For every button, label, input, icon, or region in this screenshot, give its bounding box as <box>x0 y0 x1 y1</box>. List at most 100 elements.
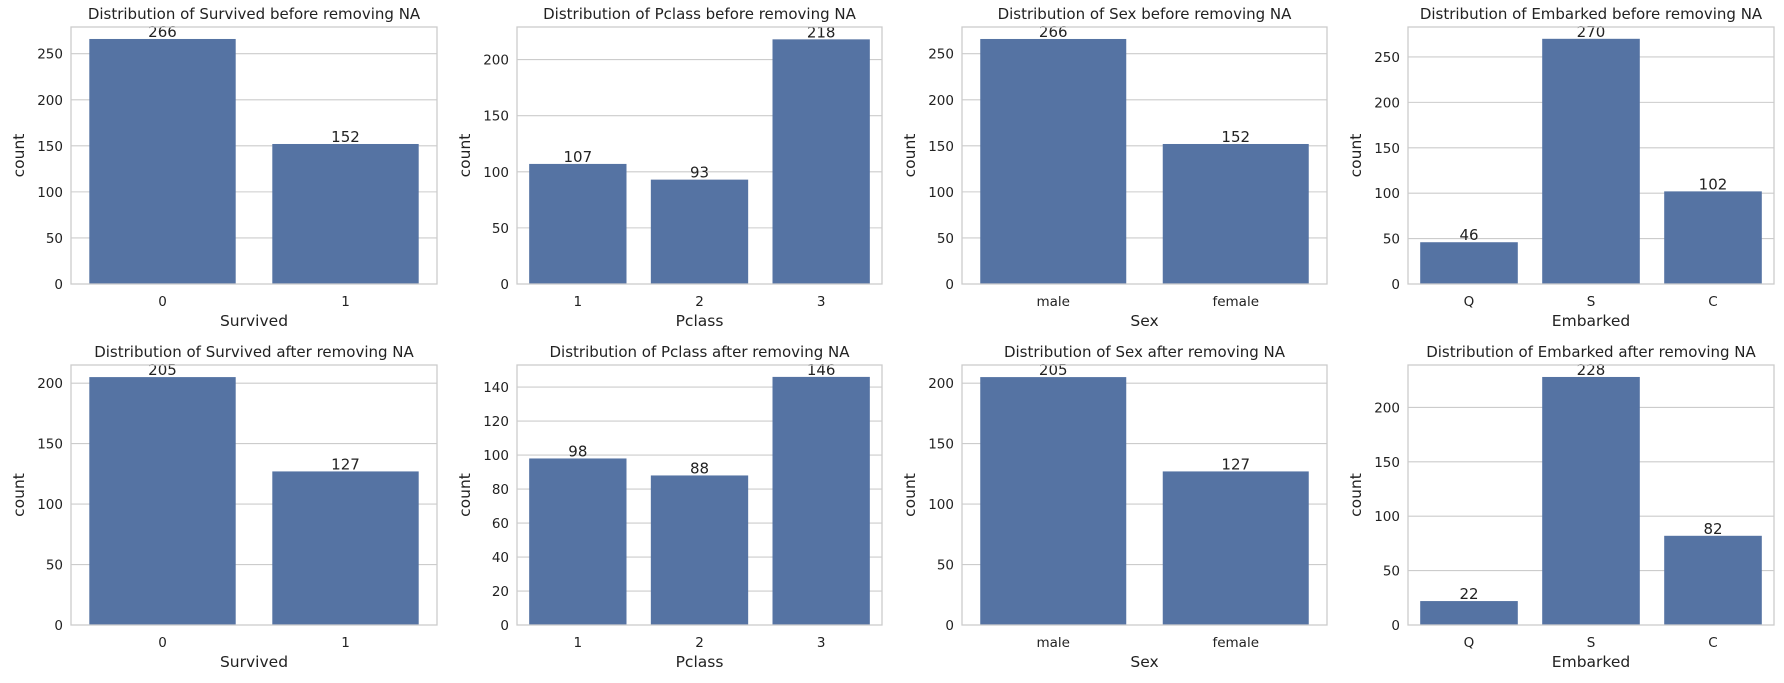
y-tick-label: 50 <box>937 558 954 574</box>
y-tick-label: 150 <box>1374 141 1400 157</box>
x-axis-label: Embarked <box>1552 653 1630 671</box>
axes-frame <box>961 26 1328 285</box>
bar-value-label: 266 <box>1039 23 1068 41</box>
y-tick-label: 100 <box>37 497 63 513</box>
y-tick-label: 100 <box>928 497 954 513</box>
bar <box>1420 242 1518 284</box>
y-tick-label: 150 <box>37 139 63 155</box>
chart-panel-1: 0 50 100 150 200 250 266 0 152 1 Distribution of S… <box>10 5 438 330</box>
bar <box>272 143 419 284</box>
axes-frame <box>1407 26 1775 285</box>
y-tick-label: 80 <box>492 482 509 498</box>
x-axis-label: Survived <box>220 312 288 330</box>
bar <box>1542 376 1640 625</box>
chart-title: Distribution of Sex before removing NA <box>998 5 1293 23</box>
axes-frame <box>1407 364 1775 626</box>
y-tick-label: 150 <box>1374 455 1400 471</box>
bar-value-label: 82 <box>1703 520 1722 538</box>
bar-value-label: 102 <box>1699 175 1728 193</box>
y-tick-label: 0 <box>945 277 954 293</box>
bar-value-label: 152 <box>331 128 360 146</box>
x-axis-label: Sex <box>1130 653 1158 671</box>
x-tick-label: C <box>1708 635 1717 651</box>
y-tick-label: 200 <box>1374 95 1400 111</box>
y-axis-label: count <box>1347 134 1365 178</box>
chart-panel-6: 0 20 40 60 80 100 120 140 98 1 88 2 146 3 Distribution… <box>456 343 883 671</box>
y-tick-label: 50 <box>1383 564 1400 580</box>
y-axis-label: count <box>10 134 28 178</box>
y-tick-label: 200 <box>928 376 954 392</box>
bar-value-label: 205 <box>1039 361 1068 379</box>
x-tick-label: 0 <box>158 635 167 651</box>
y-tick-label: 50 <box>1383 232 1400 248</box>
y-axis-label: count <box>456 134 474 178</box>
x-tick-label: female <box>1212 294 1259 310</box>
x-axis-label: Pclass <box>676 653 724 671</box>
y-tick-label: 200 <box>928 93 954 109</box>
x-tick-label: male <box>1037 294 1070 310</box>
y-tick-label: 250 <box>37 47 63 63</box>
chart-panel-3: 0 50 100 150 200 250 266 male 152 female Distribut… <box>901 5 1328 330</box>
y-tick-label: 100 <box>483 165 509 181</box>
bar <box>529 163 627 284</box>
bar <box>1162 471 1309 625</box>
y-tick-label: 100 <box>928 185 954 201</box>
y-tick-label: 0 <box>1391 618 1400 634</box>
y-tick-label: 150 <box>37 437 63 453</box>
bar-value-label: 218 <box>807 23 836 41</box>
y-tick-label: 0 <box>54 277 63 293</box>
bar-value-label: 46 <box>1459 226 1478 244</box>
y-tick-label: 200 <box>37 93 63 109</box>
chart-title: Distribution of Survived before removing… <box>88 5 421 23</box>
y-tick-label: 200 <box>1374 400 1400 416</box>
y-tick-label: 0 <box>500 618 509 634</box>
y-tick-label: 150 <box>483 109 509 125</box>
y-axis-label: count <box>1347 473 1365 517</box>
y-tick-label: 50 <box>937 231 954 247</box>
bar <box>1420 601 1518 625</box>
bar <box>772 39 870 285</box>
x-tick-label: Q <box>1464 294 1475 310</box>
x-tick-label: male <box>1037 635 1070 651</box>
bar <box>1542 38 1640 285</box>
bar <box>650 475 749 625</box>
chart-title: Distribution of Survived after removing … <box>94 343 414 361</box>
y-tick-label: 0 <box>1391 277 1400 293</box>
x-axis-label: Sex <box>1130 312 1158 330</box>
y-tick-label: 250 <box>1374 50 1400 66</box>
y-tick-label: 40 <box>492 550 509 566</box>
x-tick-label: 3 <box>817 294 826 310</box>
chart-panel-4: 0 50 100 150 200 250 46 Q 270 S 102 C Distribution o… <box>1347 5 1775 330</box>
bar-value-label: 127 <box>331 455 360 473</box>
chart-title: Distribution of Pclass before removing N… <box>543 5 857 23</box>
x-axis-label: Embarked <box>1552 312 1630 330</box>
y-tick-label: 150 <box>928 139 954 155</box>
axes-frame <box>961 364 1328 626</box>
bar <box>272 471 419 625</box>
bar-value-label: 127 <box>1221 455 1250 473</box>
bar <box>89 377 236 625</box>
bar <box>89 38 236 284</box>
bar-value-label: 93 <box>690 164 709 182</box>
axes-frame <box>70 26 438 285</box>
y-tick-label: 120 <box>483 414 509 430</box>
bar <box>980 377 1127 625</box>
bar-value-label: 228 <box>1577 361 1606 379</box>
y-tick-label: 0 <box>500 277 509 293</box>
y-tick-label: 60 <box>492 516 509 532</box>
x-tick-label: Q <box>1464 635 1475 651</box>
bar <box>772 376 870 625</box>
x-axis-label: Pclass <box>676 312 724 330</box>
axes-frame <box>516 26 883 285</box>
bar-value-label: 22 <box>1459 585 1478 603</box>
x-tick-label: 0 <box>158 294 167 310</box>
bar <box>980 38 1127 284</box>
y-tick-label: 20 <box>492 584 509 600</box>
bar-value-label: 152 <box>1221 128 1250 146</box>
y-tick-label: 100 <box>1374 186 1400 202</box>
chart-panel-2: 0 50 100 150 200 107 1 93 2 218 3 Distribution of P… <box>456 5 883 330</box>
y-axis-label: count <box>901 473 919 517</box>
y-tick-label: 50 <box>492 221 509 237</box>
bar <box>650 179 749 284</box>
